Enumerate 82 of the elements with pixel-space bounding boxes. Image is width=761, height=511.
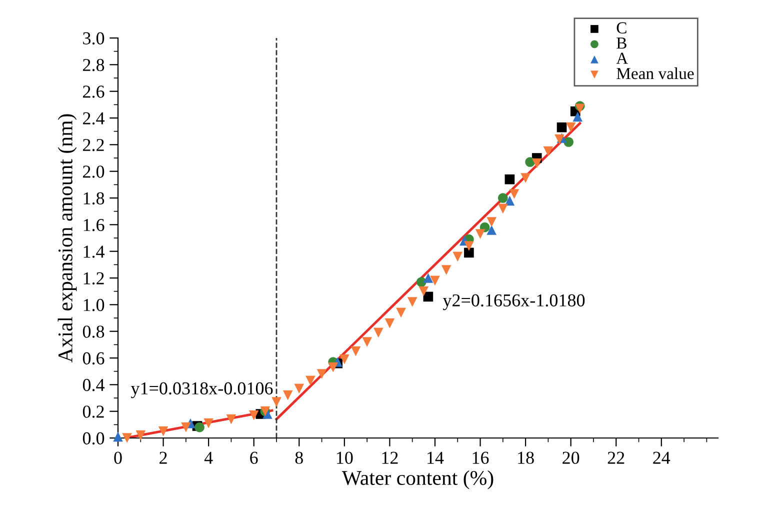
- y-tick-label: 2.6: [83, 86, 104, 98]
- point: [566, 122, 576, 132]
- point: [113, 432, 123, 442]
- legend-label: C: [616, 22, 626, 34]
- x-tick-label: 24: [653, 452, 670, 464]
- point: [248, 410, 259, 420]
- point: [362, 337, 372, 347]
- point: [226, 414, 236, 424]
- y-tick-label: 2.2: [83, 138, 104, 152]
- point: [486, 225, 496, 235]
- point: [204, 418, 214, 428]
- x-tick-label: 22: [608, 452, 624, 464]
- point: [396, 308, 406, 318]
- y-tick-label: 0.6: [82, 352, 104, 365]
- y-tick-label: 2.4: [83, 112, 105, 125]
- point: [373, 328, 384, 338]
- point: [572, 112, 583, 122]
- point: [316, 369, 327, 379]
- point: [306, 376, 316, 386]
- y-tick-label: 0.4: [82, 378, 105, 392]
- x-tick-label: 0: [114, 452, 122, 464]
- point: [574, 104, 585, 114]
- point: [554, 134, 564, 144]
- point: [486, 217, 496, 227]
- point: [384, 318, 395, 328]
- y-tick-label: 1.8: [84, 192, 104, 205]
- legend-label: A: [616, 52, 628, 64]
- legend-label: Mean value: [616, 67, 694, 80]
- x-tick-label: 14: [428, 452, 444, 464]
- point: [520, 173, 530, 183]
- point: [556, 122, 567, 132]
- x-tick-label: 12: [382, 452, 398, 464]
- point: [122, 433, 132, 443]
- point: [498, 204, 508, 214]
- x-tick-label: 2: [160, 452, 167, 464]
- point: [452, 252, 463, 262]
- point: [532, 158, 542, 168]
- annotation: y2=0.1656x-1.0180: [442, 294, 585, 310]
- point: [272, 397, 282, 407]
- legend-label: B: [616, 38, 626, 49]
- point: [350, 346, 361, 356]
- point: [441, 265, 452, 275]
- y-axis-title: Axial expansion amount (nm): [58, 114, 77, 362]
- point: [504, 196, 515, 206]
- point: [509, 189, 520, 199]
- point: [340, 354, 350, 364]
- point: [423, 273, 434, 283]
- y-tick-label: 0.0: [82, 432, 104, 445]
- x-tick-label: 10: [336, 452, 353, 464]
- point: [136, 430, 146, 440]
- x-axis-title: Water content (%): [342, 470, 494, 490]
- point: [294, 384, 304, 394]
- point: [158, 426, 168, 436]
- point: [282, 390, 293, 400]
- y-tick-label: 1.4: [84, 246, 105, 258]
- point: [430, 276, 440, 286]
- y-tick-label: 1.2: [84, 272, 104, 285]
- annotation: y1=0.0318x-0.0106: [130, 382, 273, 398]
- x-tick-label: 8: [295, 452, 303, 464]
- y-tick-label: 3.0: [83, 32, 104, 45]
- x-tick-label: 18: [518, 452, 534, 464]
- y-tick-label: 1.6: [84, 218, 104, 232]
- y-tick-label: 2.8: [83, 58, 104, 72]
- point: [407, 297, 418, 307]
- point: [194, 422, 204, 432]
- point: [181, 422, 191, 432]
- x-tick-label: 16: [472, 452, 489, 464]
- point: [475, 229, 486, 239]
- point: [328, 362, 338, 372]
- point: [504, 174, 515, 184]
- point: [543, 146, 554, 156]
- point: [498, 193, 508, 203]
- y-tick-label: 1.0: [84, 298, 104, 312]
- x-tick-label: 4: [204, 452, 213, 464]
- y-tick-label: 0.2: [82, 406, 104, 418]
- x-tick-label: 6: [250, 452, 258, 464]
- x-tick-label: 20: [562, 452, 580, 464]
- point: [464, 241, 474, 251]
- y-tick-label: 2.0: [83, 166, 104, 178]
- y-tick-label: 0.8: [82, 326, 104, 338]
- point: [464, 248, 474, 258]
- point: [418, 286, 429, 296]
